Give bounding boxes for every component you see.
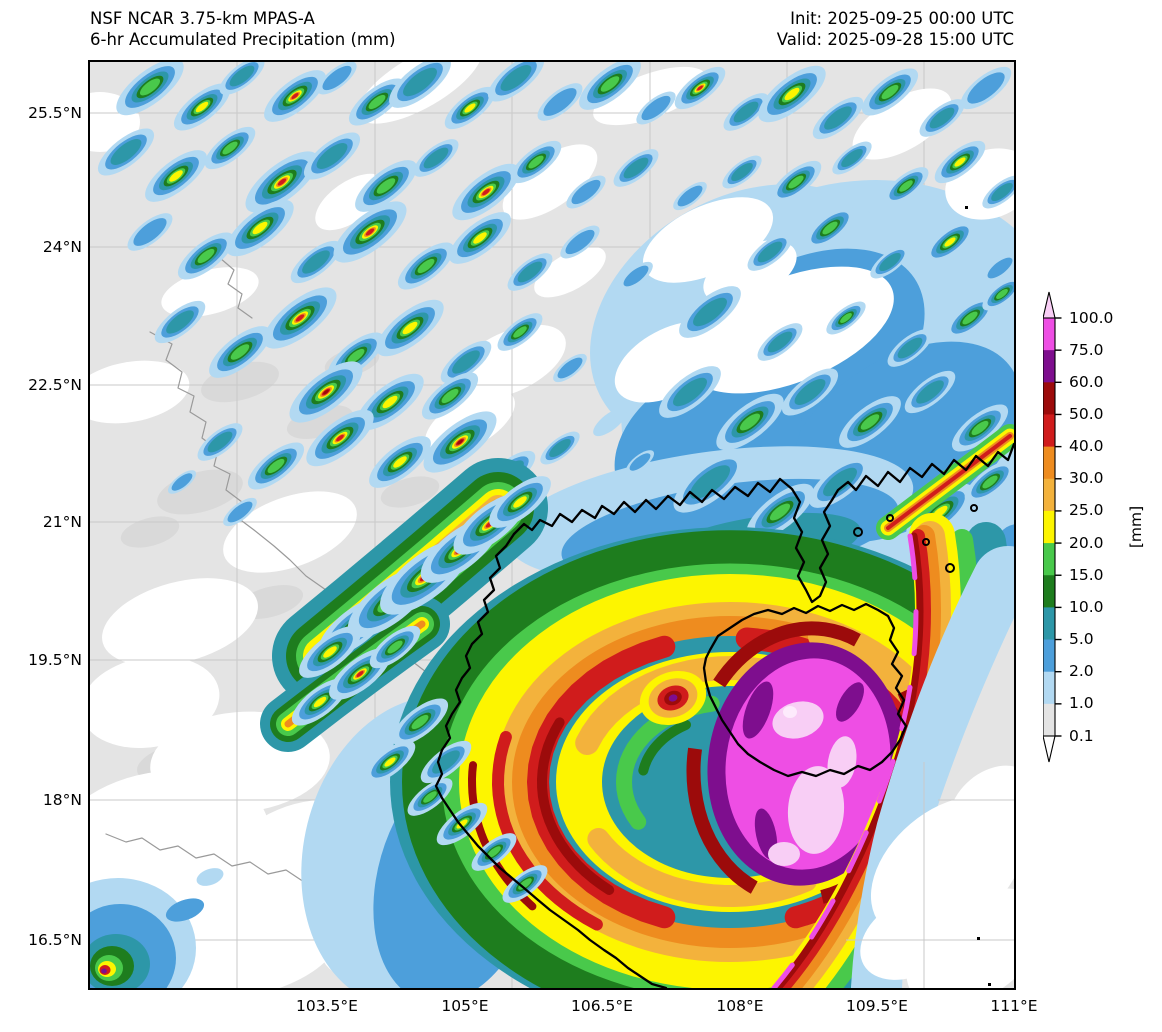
colorbar-tick-label: 0.1	[1069, 726, 1094, 745]
x-tick-label: 105°E	[441, 997, 489, 1015]
map-frame	[88, 60, 1016, 990]
rainband-layer	[260, 424, 1014, 903]
y-tick-label: 19.5°N	[28, 651, 82, 669]
colorbar: 100.0 75.0 60.0 50.0 40.0 30.0 25.0 20.0 15.0 10.…	[1043, 291, 1162, 769]
islands-layer	[853, 206, 991, 986]
dry-slot-layer	[846, 546, 1014, 988]
colorbar-tick-label: 30.0	[1069, 469, 1104, 488]
colorbar-tick-label: 2.0	[1069, 662, 1094, 681]
colorbar-tick-label: 100.0	[1069, 308, 1114, 327]
x-tick-label: 106.5°E	[571, 997, 633, 1015]
x-tick-label: 108°E	[716, 997, 764, 1015]
typhoon-core-layer	[639, 621, 926, 907]
run-metadata: Init: 2025-09-25 00:00 UTC Valid: 2025-0…	[777, 8, 1014, 50]
colorbar-tick-label: 10.0	[1069, 597, 1104, 616]
colorbar-tick-label: 75.0	[1069, 340, 1104, 359]
storm-cells-layer	[97, 62, 1014, 541]
precipitation-map-canvas	[90, 62, 1014, 988]
colorbar-unit-label: [mm]	[1127, 505, 1145, 549]
colorbar-tick-label: 15.0	[1069, 565, 1104, 584]
title-line-2: 6-hr Accumulated Precipitation (mm)	[90, 30, 396, 49]
y-tick-label: 16.5°N	[28, 931, 82, 949]
colorbar-tick-label: 25.0	[1069, 501, 1104, 520]
colorbar-bar	[1043, 291, 1062, 763]
y-tick-label: 21°N	[42, 513, 82, 531]
colorbar-tick-label: 50.0	[1069, 404, 1104, 423]
init-time-label: Init: 2025-09-25 00:00 UTC	[790, 9, 1014, 28]
valid-time-label: Valid: 2025-09-28 15:00 UTC	[776, 30, 1014, 49]
x-tick-label: 109.5°E	[846, 997, 908, 1015]
coastline-layer	[434, 442, 1014, 988]
colorbar-tick-label: 5.0	[1069, 630, 1094, 649]
plot-title: NSF NCAR 3.75-km MPAS-A 6-hr Accumulated…	[90, 8, 396, 50]
x-tick-label: 111°E	[990, 997, 1038, 1015]
colorbar-tick-label: 20.0	[1069, 533, 1104, 552]
y-tick-label: 25.5°N	[28, 104, 82, 122]
y-tick-label: 18°N	[42, 791, 82, 809]
title-line-1: NSF NCAR 3.75-km MPAS-A	[90, 9, 315, 28]
colorbar-tick-label: 60.0	[1069, 372, 1104, 391]
colorbar-tick-label: 1.0	[1069, 694, 1094, 713]
y-tick-label: 24°N	[42, 238, 82, 256]
x-tick-label: 103.5°E	[296, 997, 358, 1015]
y-tick-label: 22.5°N	[28, 376, 82, 394]
colorbar-tick-label: 40.0	[1069, 437, 1104, 456]
